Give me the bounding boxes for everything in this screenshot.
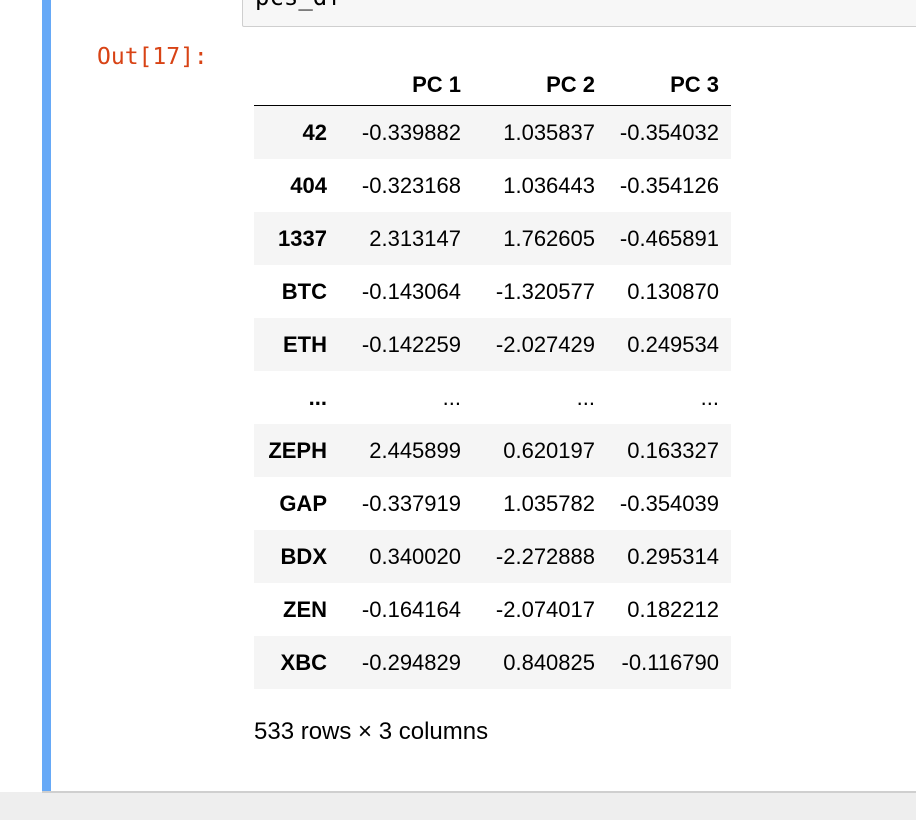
table-cell: -2.074017: [495, 596, 595, 622]
table-cell: 0.295314: [627, 543, 719, 569]
table-cell: ...: [700, 384, 719, 410]
table-cell: 2.313147: [369, 225, 461, 251]
row-index: XBC: [280, 649, 327, 675]
table-row: XBC -0.294829 0.840825 -0.116790: [254, 636, 731, 689]
table-row: 42 -0.339882 1.035837 -0.354032: [254, 105, 731, 159]
table-cell: -2.272888: [495, 543, 595, 569]
dataframe-table: PC 1 PC 2 PC 3 42 -0.339882 1.035837 -0.354…: [254, 72, 731, 689]
code-text: pcs_df: [255, 0, 342, 11]
table-cell: ...: [576, 384, 595, 410]
table-row: ............: [254, 371, 731, 424]
table-cell: -0.354126: [619, 172, 719, 198]
table-cell: 0.249534: [627, 331, 719, 357]
row-index: 404: [290, 172, 327, 198]
table-cell: 0.620197: [503, 437, 595, 463]
table-cell: 1.036443: [503, 172, 595, 198]
table-cell: -0.143064: [361, 278, 461, 304]
table-cell: 1.035782: [503, 490, 595, 516]
table-row: ZEN -0.164164 -2.074017 0.182212: [254, 583, 731, 636]
table-cell: -0.354032: [619, 119, 719, 145]
table-row: ETH -0.142259 -2.027429 0.249534: [254, 318, 731, 371]
index-header: [254, 72, 339, 106]
table-header-row: PC 1 PC 2 PC 3: [254, 72, 731, 106]
cell-selection-indicator: [42, 0, 51, 791]
table-cell: -0.294829: [361, 649, 461, 675]
table-cell: -0.142259: [361, 331, 461, 357]
output-area: PC 1 PC 2 PC 3 42 -0.339882 1.035837 -0.354…: [254, 72, 731, 746]
column-header: PC 3: [607, 72, 731, 106]
row-index: ZEPH: [268, 437, 327, 463]
row-index: BDX: [280, 543, 327, 569]
table-cell: 0.340020: [369, 543, 461, 569]
table-row: BTC -0.143064 -1.320577 0.130870: [254, 265, 731, 318]
row-index: GAP: [279, 490, 327, 516]
dataframe-shape: 533 rows × 3 columns: [254, 718, 489, 745]
row-index: 1337: [278, 225, 327, 251]
table-row: 1337 2.313147 1.762605 -0.465891: [254, 212, 731, 265]
notebook-page: pcs_df Out[17]: PC 1 PC 2 PC 3 42 -0.3398…: [0, 0, 916, 793]
table-cell: -0.354039: [619, 490, 719, 516]
table-row: ZEPH 2.445899 0.620197 0.163327: [254, 424, 731, 477]
table-cell: 0.130870: [627, 278, 719, 304]
row-index: ZEN: [283, 596, 327, 622]
table-cell: 1.035837: [503, 119, 595, 145]
table-row: BDX 0.340020 -2.272888 0.295314: [254, 530, 731, 583]
table-cell: -0.116790: [621, 649, 719, 675]
table-cell: -1.320577: [495, 278, 595, 304]
table-row: 404 -0.323168 1.036443 -0.354126: [254, 159, 731, 212]
table-cell: -0.339882: [361, 119, 461, 145]
table-cell: -0.164164: [361, 596, 461, 622]
column-header: PC 2: [473, 72, 607, 106]
table-cell: 0.840825: [503, 649, 595, 675]
table-cell: ...: [442, 384, 461, 410]
table-cell: -0.337919: [361, 490, 461, 516]
table-cell: 0.182212: [627, 596, 719, 622]
code-input-area[interactable]: pcs_df: [242, 0, 916, 27]
table-cell: -0.465891: [619, 225, 719, 251]
notebook-cell[interactable]: pcs_df Out[17]: PC 1 PC 2 PC 3 42 -0.3398…: [42, 0, 916, 793]
table-cell: 0.163327: [627, 437, 719, 463]
row-index: 42: [302, 119, 327, 145]
table-cell: 1.762605: [503, 225, 595, 251]
row-index: ETH: [283, 331, 327, 357]
table-cell: -0.323168: [361, 172, 461, 198]
row-index: BTC: [281, 278, 327, 304]
table-cell: 2.445899: [369, 437, 461, 463]
table-cell: -2.027429: [495, 331, 595, 357]
row-index: ...: [308, 384, 327, 410]
output-prompt: Out[17]:: [97, 44, 208, 70]
column-header: PC 1: [339, 72, 473, 106]
table-row: GAP -0.337919 1.035782 -0.354039: [254, 477, 731, 530]
